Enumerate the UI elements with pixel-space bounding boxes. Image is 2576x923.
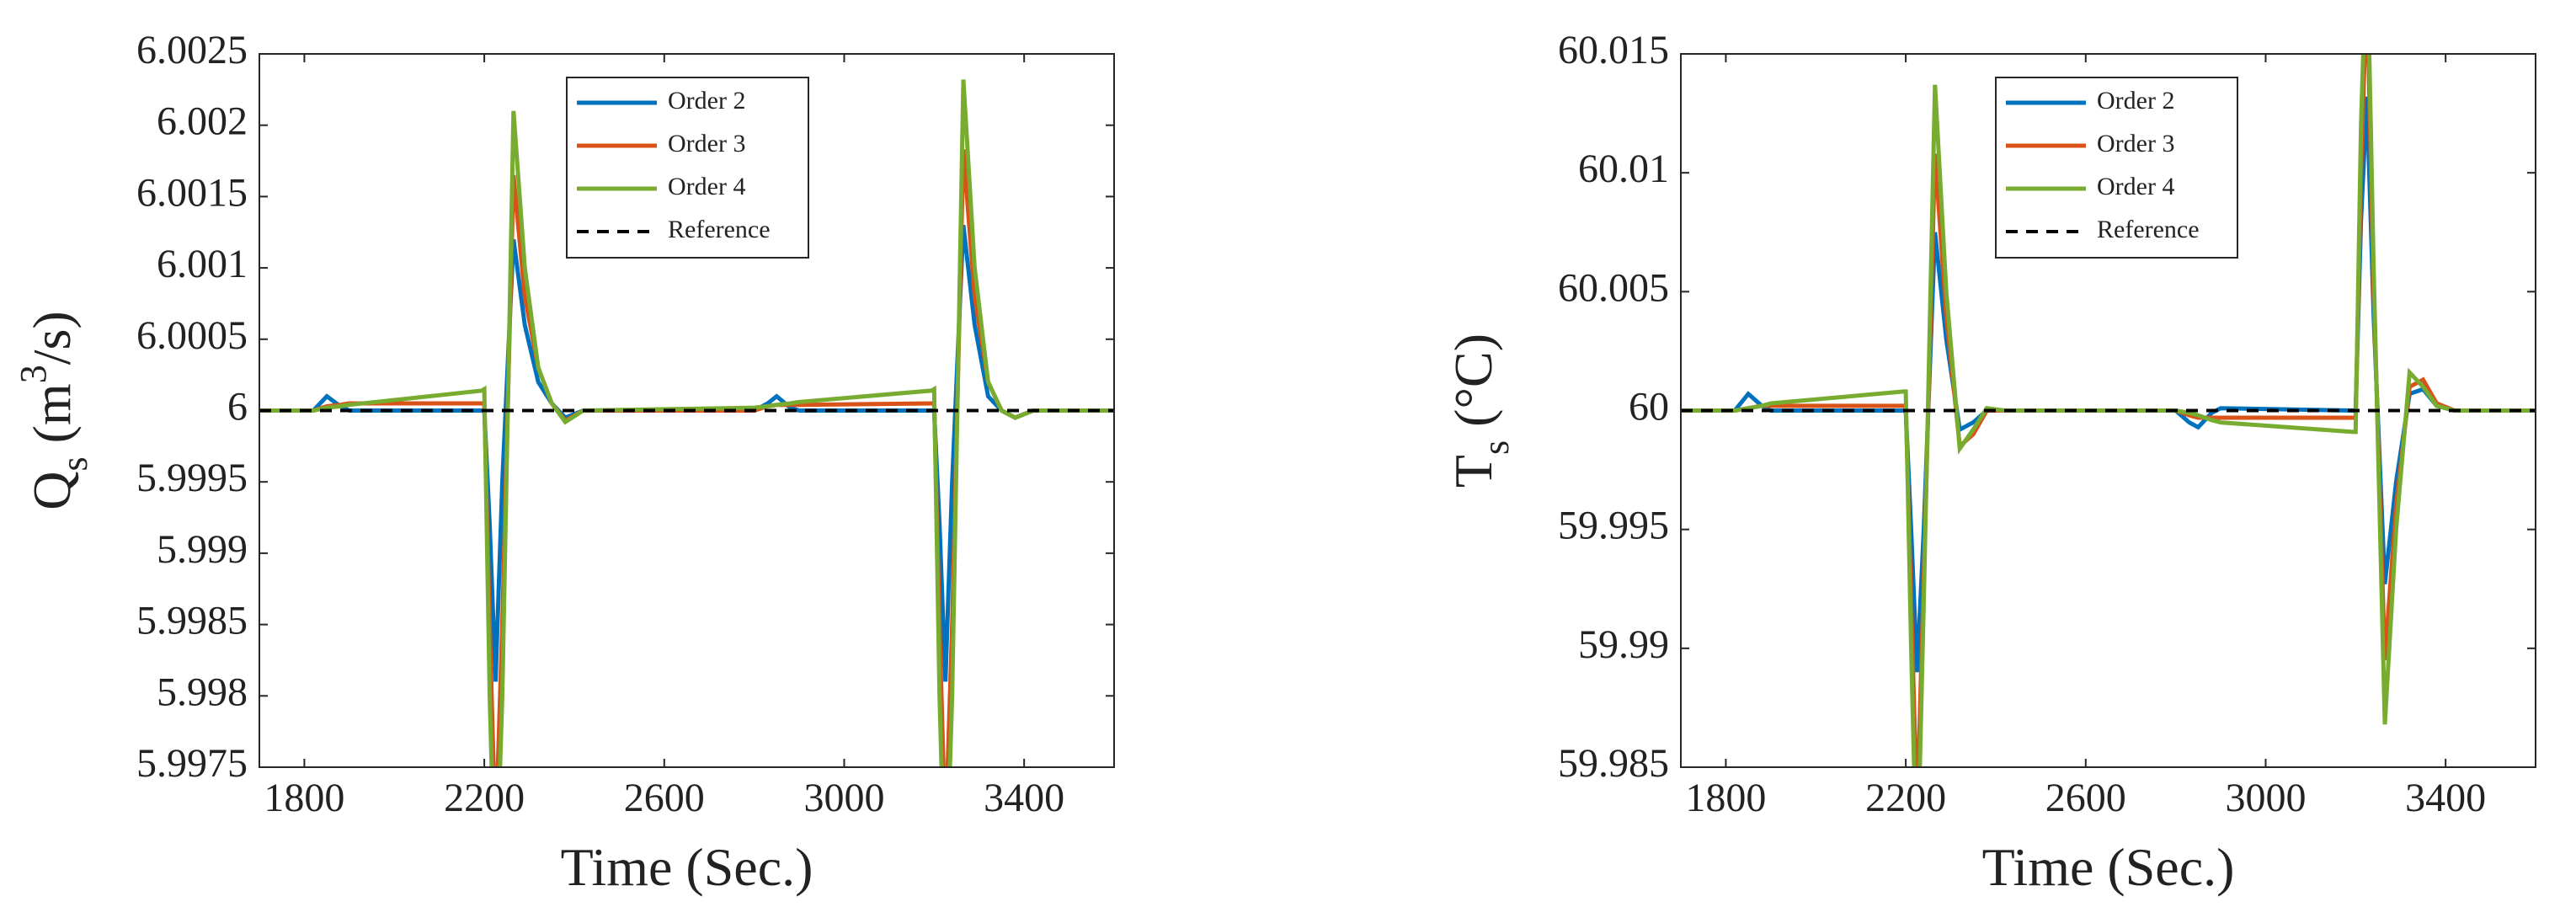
y-axis-label-part: Q [22,472,82,510]
chart: 59.985 59.99 59.995 60 60.005 60.01 60.015 1800… [1443,28,2536,897]
y-axis-label-part: s [1475,440,1517,455]
x-tick-label: 3400 [984,776,1064,820]
y-axis-label: Ts (°C) [1443,333,1517,488]
y-axis-label-part: 3 [13,365,54,383]
y-tick-label: 6 [227,385,248,429]
legend-label: Order 2 [668,87,745,115]
legend-label: Order 3 [668,130,745,157]
x-tick-label: 2200 [1865,776,1946,820]
y-tick-label: 59.995 [1558,504,1669,548]
y-axis-label: Qs (m3/s) [13,311,95,510]
x-tick-label: 2600 [2045,776,2126,820]
y-tick-label: 5.9985 [136,599,248,643]
x-tick-label: 1800 [1685,776,1766,820]
y-tick-label: 60 [1629,385,1669,429]
y-axis-label-part: T [1443,455,1503,488]
y-tick-label: 6.001 [157,242,248,286]
y-tick-label: 59.99 [1578,622,1669,667]
legend-label: Reference [2097,216,2200,243]
legend-label: Reference [668,216,771,243]
x-tick-label: 3400 [2405,776,2486,820]
x-tick-label: 2200 [444,776,525,820]
plot-lines [1681,54,2536,767]
x-tick-label: 3000 [803,776,884,820]
y-axis-label-part: (m [22,383,82,456]
y-axis-label-part: /s) [22,311,82,365]
series-line [259,79,1114,767]
y-tick-label: 59.985 [1558,741,1669,786]
x-tick-label: 2600 [624,776,705,820]
y-tick-label: 5.998 [157,670,248,714]
legend-box [1995,77,2238,259]
y-axis-label-part: (°C) [1443,333,1503,440]
axes-frame [259,53,1115,768]
legend-label: Order 2 [2097,87,2174,115]
y-tick-label: 5.999 [157,527,248,572]
y-tick-label: 6.0015 [136,170,248,215]
y-tick-label: 5.9995 [136,456,248,500]
legend-box [566,77,809,259]
x-axis-label: Time (Sec.) [561,837,813,897]
y-axis-label-part: s [54,456,95,471]
y-tick-label: 6.0005 [136,313,248,358]
legend-label: Order 4 [2097,173,2174,200]
x-tick-label: 3000 [2225,776,2306,820]
legend-label: Order 4 [668,173,745,200]
legend-label: Order 3 [2097,130,2174,157]
chart: 5.9975 5.998 5.9985 5.999 5.9995 6 6.0005 6.001… [13,28,1115,897]
y-tick-label: 60.005 [1558,265,1669,310]
y-tick-label: 6.0025 [136,28,248,72]
y-tick-label: 60.01 [1578,147,1669,191]
plot-lines [259,79,1114,767]
x-tick-label: 1800 [264,776,344,820]
axes-frame [1680,53,2536,768]
y-tick-label: 6.002 [157,99,248,144]
x-axis-label: Time (Sec.) [1982,837,2235,897]
series-line [259,225,1114,682]
y-tick-label: 5.9975 [136,741,248,786]
y-tick-label: 60.015 [1558,28,1669,72]
